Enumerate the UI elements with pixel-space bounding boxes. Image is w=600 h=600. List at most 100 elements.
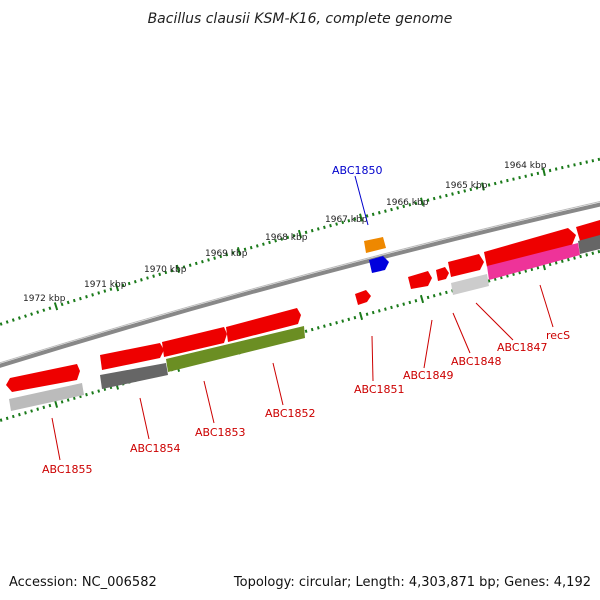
ruler-tick [42, 405, 46, 410]
ruler-tick [60, 302, 64, 307]
gene-feature[interactable] [436, 267, 449, 281]
gene-label[interactable]: ABC1852 [265, 407, 316, 420]
gene-feature[interactable] [408, 271, 432, 289]
ruler-tick [554, 261, 558, 265]
gene-feature[interactable] [448, 254, 484, 277]
gene-label[interactable]: ABC1853 [195, 426, 246, 439]
ruler-tick [365, 214, 369, 218]
ruler-tick [66, 300, 70, 305]
genome-backbone [0, 202, 600, 368]
ruler-tick [152, 274, 155, 278]
gene-label[interactable]: ABC1847 [497, 341, 548, 354]
ruler-tick [579, 254, 582, 259]
gene-feature[interactable] [484, 228, 576, 267]
gene-feature[interactable] [6, 364, 80, 392]
ruler-tick [36, 310, 40, 314]
ruler-tick [268, 240, 271, 245]
ruler-tick [30, 409, 33, 413]
cds-bar-lightgray [9, 383, 84, 411]
ruler-tick [414, 201, 418, 205]
tick-label: 1972 kbp [23, 294, 66, 304]
ruler-tick [591, 159, 595, 163]
ruler-tick [438, 195, 442, 199]
gene-label[interactable]: ABC1854 [130, 442, 181, 455]
ruler-tick [469, 187, 473, 192]
ruler-tick [390, 305, 393, 310]
outer-ruler [0, 157, 600, 326]
ruler-tick [72, 396, 76, 400]
ruler-tick [371, 212, 375, 217]
ruler-tick [499, 180, 503, 184]
ruler-tick [335, 321, 338, 325]
ruler-tick [597, 249, 600, 254]
ruler-tick [554, 167, 558, 171]
ruler-tick [353, 217, 357, 221]
gene-abc1850-blue[interactable] [369, 256, 389, 273]
ruler-tick [457, 190, 460, 195]
tick-label: 1964 kbp [504, 161, 547, 171]
ruler-tick [493, 181, 497, 186]
ruler-tick [249, 245, 253, 250]
ruler-tick [426, 198, 430, 202]
ruler-tick [463, 189, 467, 193]
tick-label: 1969 kbp [205, 249, 248, 259]
ruler-tick [445, 193, 448, 198]
ruler-tick [53, 302, 59, 311]
gene-label[interactable]: ABC1855 [42, 463, 93, 476]
tick-label: 1970 kbp [144, 265, 187, 275]
ruler-tick [390, 207, 393, 212]
gene-feature[interactable] [162, 327, 227, 357]
gene-feature[interactable] [100, 343, 164, 370]
ruler-tick [316, 227, 320, 231]
ruler-tick [585, 253, 589, 257]
cds-bar-gray [578, 235, 600, 254]
gene-label[interactable]: ABC1850 [332, 164, 383, 177]
ruler-tick [573, 163, 576, 167]
gene-label[interactable]: recS [546, 329, 570, 342]
ruler-tick [146, 276, 149, 280]
ruler-tick [524, 174, 527, 178]
ruler-tick [140, 278, 143, 282]
tick-label: 1965 kbp [445, 181, 488, 191]
ruler-tick [445, 290, 448, 295]
ruler-tick [579, 161, 582, 166]
cds-bar-gray [100, 363, 168, 389]
ruler-tick [297, 229, 303, 239]
gene-abc1850-orange[interactable] [364, 237, 386, 253]
ruler-tick [85, 295, 88, 299]
gene-feature[interactable] [355, 290, 371, 305]
tick-label: 1967 kbp [325, 215, 368, 225]
gene-label[interactable]: ABC1848 [451, 355, 502, 368]
ruler-tick [310, 327, 314, 332]
ruler-tick [481, 182, 485, 191]
ruler-tick [548, 262, 552, 267]
ruler-tick [451, 192, 454, 196]
ruler-tick [377, 309, 381, 313]
ruler-tick [414, 299, 418, 303]
ruler-tick [408, 300, 412, 305]
ruler-tick [323, 324, 326, 328]
gene-feature[interactable] [226, 308, 301, 342]
gene-label[interactable]: ABC1849 [403, 369, 454, 382]
ruler-tick [109, 287, 113, 291]
ruler-tick [11, 318, 15, 322]
gene-label[interactable]: ABC1851 [354, 383, 405, 396]
ruler-tick [353, 315, 357, 320]
label-leaders [51, 175, 554, 461]
ruler-tick [530, 267, 534, 272]
genome-summary-text: Topology: circular; Length: 4,303,871 bp… [233, 575, 591, 590]
ruler-tick [36, 407, 40, 411]
ruler-tick [419, 294, 425, 304]
ruler-tick [66, 398, 70, 402]
ruler-tick [225, 252, 229, 257]
ruler-tick [188, 263, 192, 267]
ruler-tick [536, 171, 540, 176]
ruler-tick [48, 306, 52, 311]
ruler-tick [175, 264, 181, 273]
ruler-tick [585, 160, 588, 164]
tick-label: 1966 kbp [386, 198, 429, 208]
ruler-tick [42, 308, 46, 312]
ruler-tick [371, 310, 375, 315]
gene-feature[interactable] [576, 220, 600, 241]
